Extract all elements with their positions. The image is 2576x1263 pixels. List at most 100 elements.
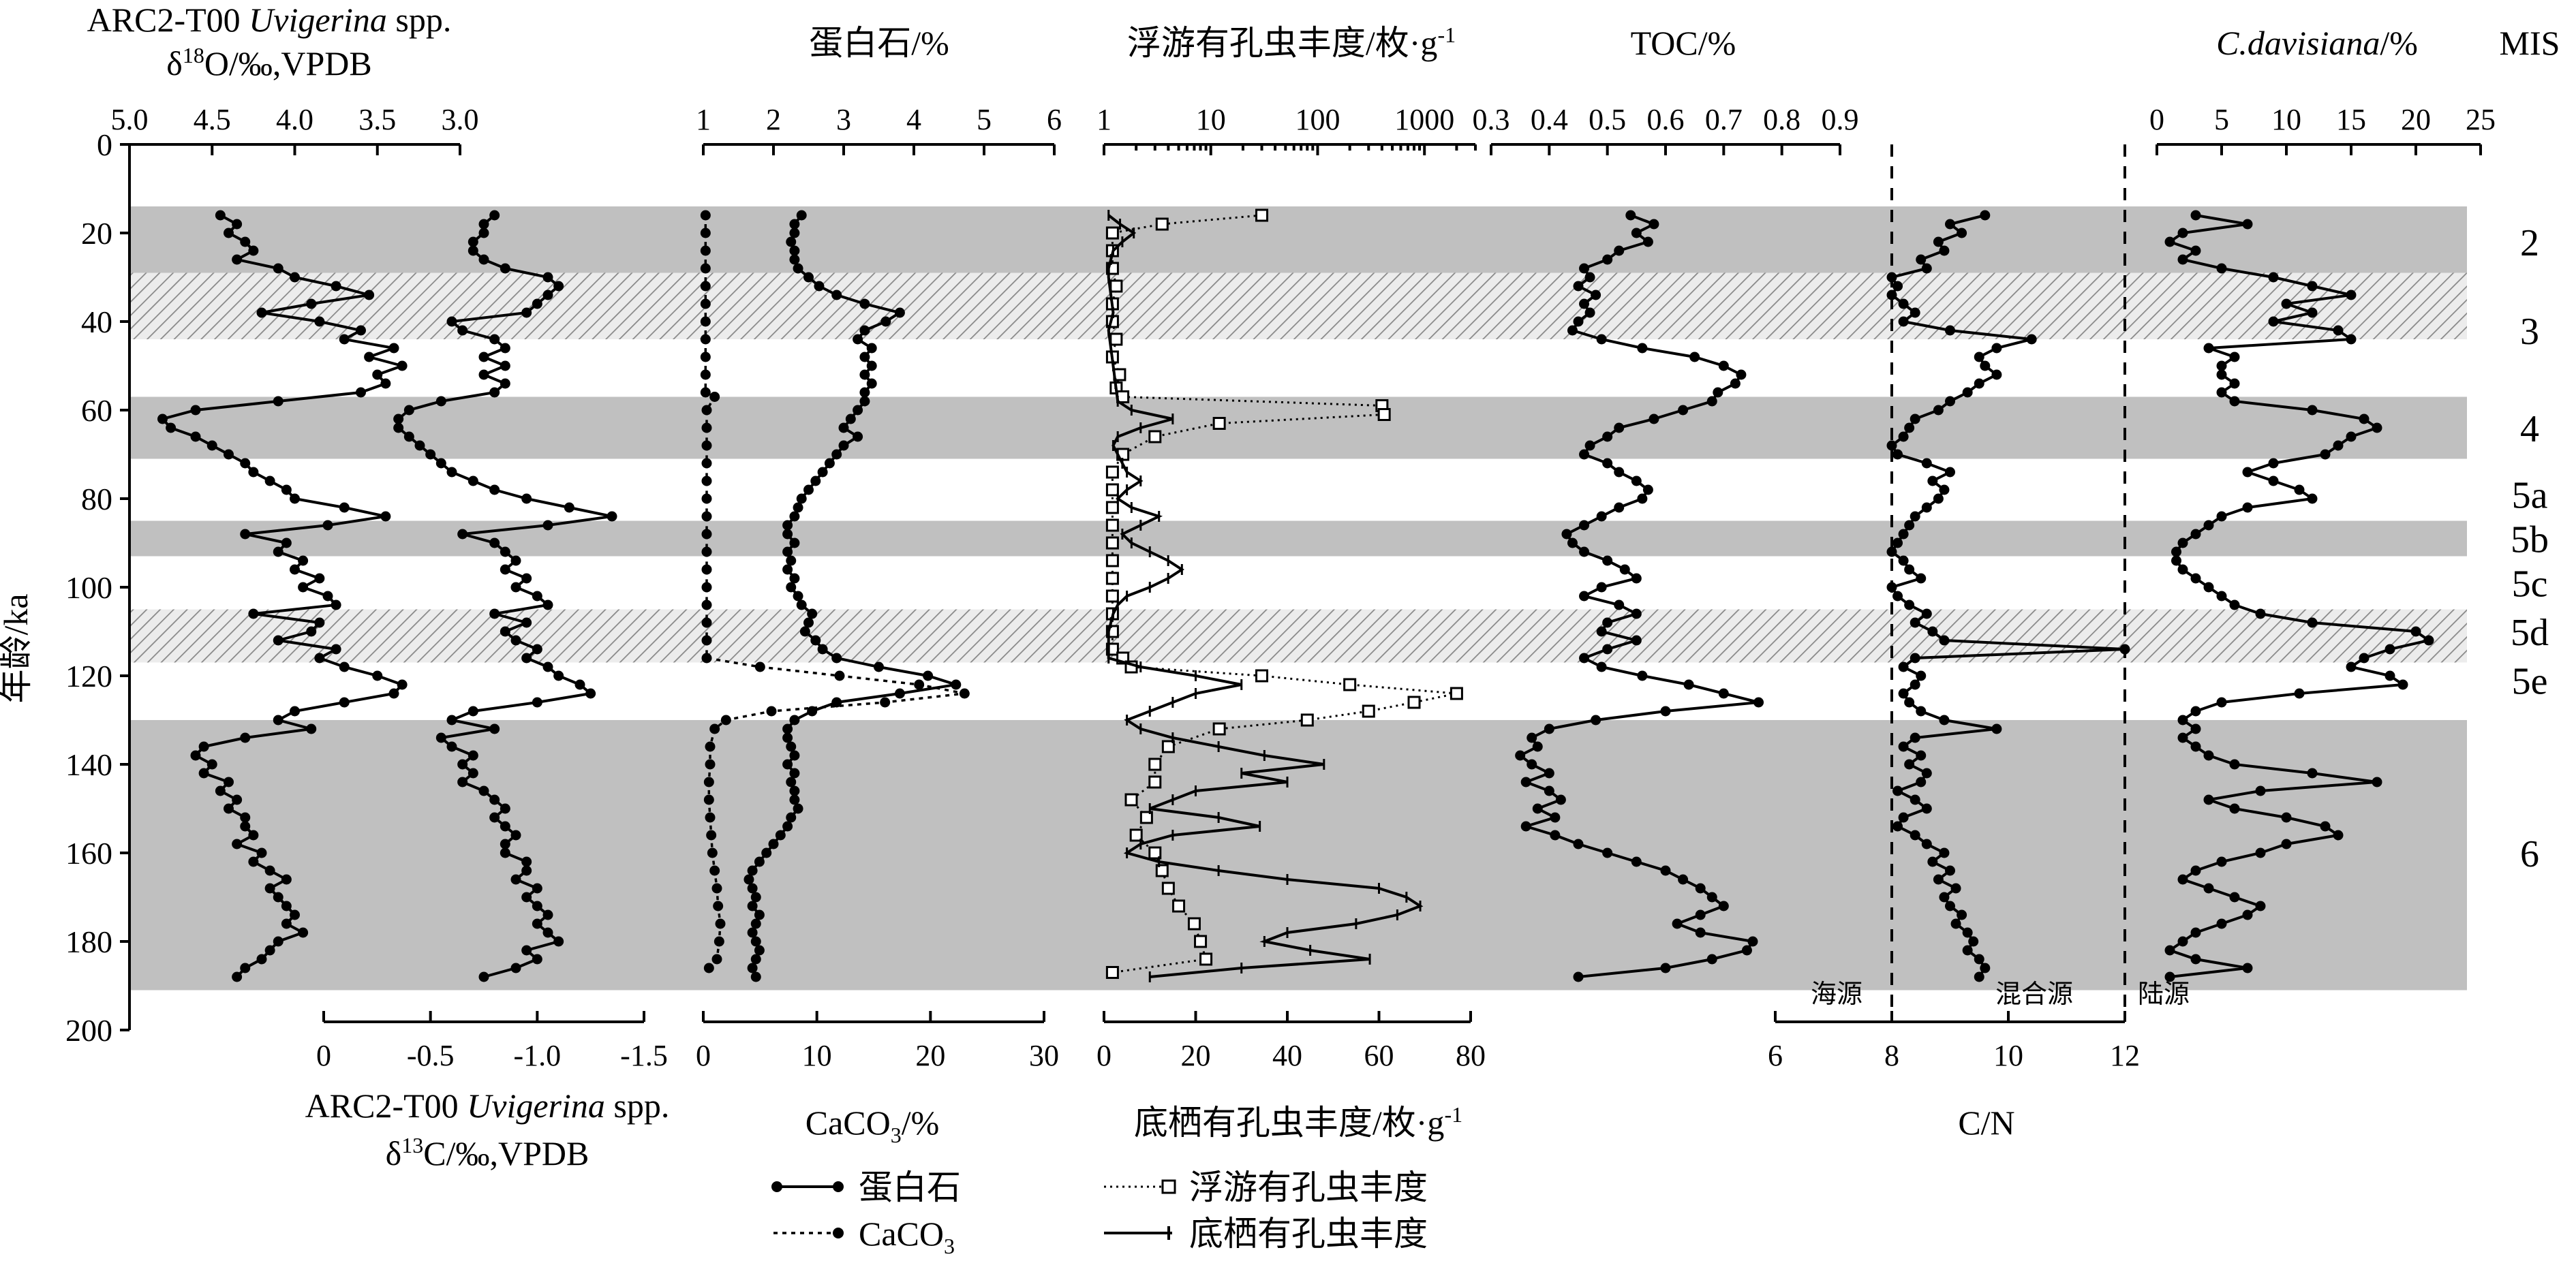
series-point-CaCO3 [706,830,717,841]
series-point-δ18O [240,732,251,743]
series-point-TOC [1614,245,1625,256]
series-point-δ18O [380,511,391,522]
series-point-TOC [1730,378,1741,389]
series-point-δ13C [510,874,521,885]
series-point-C.davisiana [2320,821,2331,832]
series-point-δ13C [500,263,510,274]
series-point-蛋白石 [793,502,803,513]
series-point-C.davisiana [2190,954,2201,965]
series-point-δ13C [467,706,478,717]
series-point-C/N [1921,458,1932,469]
series-point-蛋白石 [803,617,814,628]
series-point-C.davisiana [2320,449,2331,460]
series-point-δ18O [273,546,283,557]
series-point-蛋白石 [754,945,765,956]
series-point-δ18O [306,626,317,637]
series-point-δ13C [489,210,500,221]
series-point-浮游有孔虫丰度 [1105,589,1119,603]
mis-band-5 [129,720,2467,991]
series-point-C.davisiana [2255,785,2266,796]
series-point-TOC [1550,812,1561,823]
series-point-δ13C [521,892,532,903]
series-point-δ18O [256,847,267,858]
series-point-δ18O [388,688,399,699]
d18o-top-label-line2: δ18O/‰,VPDB [166,43,371,82]
series-point-蛋白石 [789,254,800,265]
series-point-δ13C [542,520,553,531]
series-point-TOC [1736,369,1747,380]
series-point-蛋白石 [810,475,821,486]
series-point-C/N [1886,440,1897,451]
series-point-蛋白石 [786,582,797,593]
series-point-蛋白石 [923,670,934,681]
series-point-CaCO3 [701,635,712,646]
svg-text:底栖有孔虫丰度: 底栖有孔虫丰度 [1189,1215,1428,1253]
series-CaCO3 [700,210,970,973]
series-point-δ13C [478,971,489,982]
series-point-TOC [1614,422,1625,433]
series-point-蛋白石 [859,396,870,407]
series-point-蛋白石 [853,405,863,416]
y-tick-label-120: 120 [65,659,112,693]
series-point-C/N [1910,830,1920,841]
series-point-蛋白石 [874,661,884,672]
series-point-蛋白石 [859,387,870,398]
mis-label-5b: 5b [2511,519,2549,561]
series-point-δ13C [393,422,404,433]
series-point-δ13C [489,387,500,398]
series-point-蛋白石 [750,936,761,947]
series-point-C/N [1910,653,1920,664]
series-point-C/N [1991,343,2002,354]
series-point-C.davisiana [2385,670,2395,681]
series-point-TOC [1520,821,1531,832]
series-point-TOC [1532,803,1543,814]
series-point-蛋白石 [747,901,758,911]
series-point-δ13C [403,431,414,442]
series-point-TOC [1579,449,1590,460]
d18o-top-tick-label-5.0: 5.0 [111,103,149,136]
series-point-浮游有孔虫丰度 [1148,775,1162,789]
series-point-δ13C [446,467,457,478]
series-point-δ18O [298,927,309,938]
d18o-bottom-tick-label-0: 0 [316,1039,331,1072]
series-point-C.davisiana [2177,715,2188,726]
benthic-bottom-label: 底栖有孔虫丰度/枚·g-1 [1134,1102,1462,1142]
series-point-δ18O [240,963,251,973]
series-point-CaCO3 [715,918,726,929]
series-point-C.davisiana [2281,812,2292,823]
series-底栖有孔虫丰度 [1107,210,1424,982]
toc-top-tick-label-0.3: 0.3 [1473,103,1510,136]
series-point-C.davisiana [2216,697,2227,708]
series-point-C.davisiana [2359,653,2370,664]
zone-marine-label: 海源 [1811,980,1862,1009]
series-point-C.davisiana [2255,901,2266,911]
forams-bottom-tick-label-40: 40 [1272,1039,1302,1072]
series-point-蛋白石 [789,219,800,230]
series-point-蛋白石 [789,573,800,584]
series-point-δ18O [240,821,251,832]
series-point-δ18O [290,564,300,575]
series-point-TOC [1619,564,1630,575]
series-point-TOC [1520,777,1531,788]
series-point-TOC [1515,750,1526,761]
series-point-C/N [1892,449,1903,460]
series-point-CaCO3 [700,352,711,362]
series-point-δ18O [273,936,283,947]
series-point-C.davisiana [2216,591,2227,602]
y-tick-label-80: 80 [81,482,112,516]
series-point-C/N [1904,564,1915,575]
series-TOC [1515,210,1764,982]
toc-bottom-tick-label-6: 6 [1768,1039,1783,1072]
series-point-C/N [1892,821,1903,832]
series-point-C/N [1962,387,1973,398]
series-point-CaCO3 [700,387,711,398]
series-point-TOC [1718,360,1729,371]
series-point-C.davisiana [2229,599,2240,610]
series-point-C/N [1910,617,1920,628]
forams-top-tick-label-10: 10 [1196,103,1226,136]
series-point-δ18O [248,467,259,478]
series-point-TOC [1637,493,1648,504]
series-point-δ18O [281,901,292,911]
series-point-δ18O [264,865,275,876]
